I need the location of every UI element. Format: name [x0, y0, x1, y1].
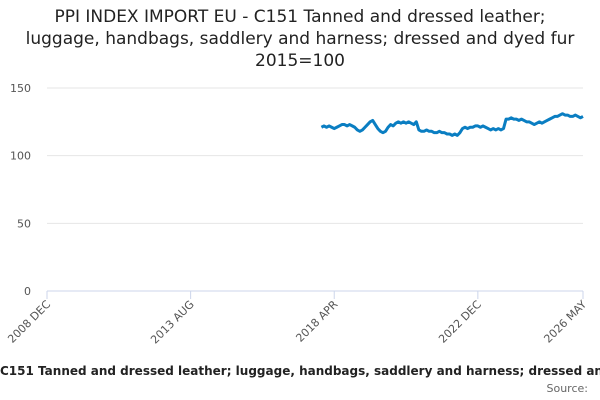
source-label: Source: [547, 382, 589, 395]
y-tick-label: 50 [17, 217, 31, 230]
legend-label: C151 Tanned and dressed leather; luggage… [0, 364, 600, 378]
series-line [320, 112, 584, 137]
y-tick-label: 100 [10, 150, 31, 163]
x-tick-label: 2026 MAY [541, 298, 589, 346]
x-tick-label: 2022 DEC [436, 298, 484, 346]
y-tick-label: 150 [10, 82, 31, 95]
x-tick-label: 2008 DEC [5, 298, 53, 346]
x-tick-label: 2013 AUG [148, 298, 197, 347]
chart-title: PPI INDEX IMPORT EU - C151 Tanned and dr… [25, 7, 575, 71]
x-tick-label: 2018 APR [293, 298, 340, 345]
y-tick-label: 0 [24, 285, 31, 298]
